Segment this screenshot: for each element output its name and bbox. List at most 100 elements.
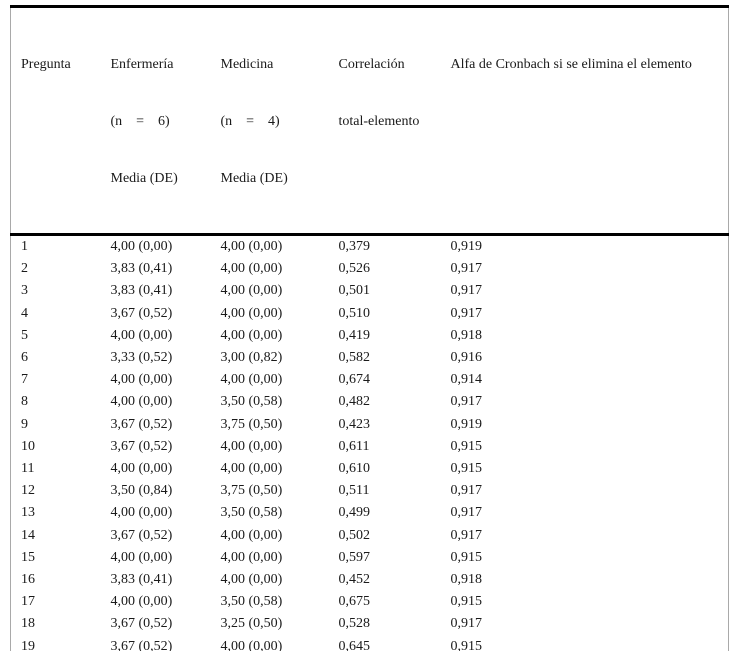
table-cell: 0,645: [338, 638, 371, 651]
table-cell: 0,597: [338, 549, 371, 565]
table-cell: 3,75 (0,50): [220, 416, 283, 432]
table-cell: 0,915: [450, 549, 483, 565]
table-cell: 3: [21, 283, 28, 299]
table-cell: 4,00 (0,00): [220, 438, 283, 454]
table-cell: 11: [21, 461, 35, 477]
table-row: 7 4,00 (0,00) 4,00 (0,00) 0,674 0,914: [11, 369, 729, 391]
table-body: 1 4,00 (0,00) 4,00 (0,00) 0,379 0,919 2 3,83 (…: [11, 235, 729, 651]
table-cell: 3,25 (0,50): [220, 616, 283, 632]
table-row: 11 4,00 (0,00) 4,00 (0,00) 0,610 0,915: [11, 458, 729, 480]
table-cell: 0,419: [338, 327, 371, 343]
table-row: 3 3,83 (0,41) 4,00 (0,00) 0,501 0,917: [11, 280, 729, 302]
table-cell: 4,00 (0,00): [220, 372, 283, 388]
table-cell: 0,610: [338, 461, 371, 477]
table-cell: 3,67 (0,52): [110, 438, 173, 454]
table-cell: 0,526: [338, 261, 371, 277]
table-cell: 0,511: [338, 483, 370, 499]
table-row: 17 4,00 (0,00) 3,50 (0,58) 0,675 0,915: [11, 591, 729, 613]
table-cell: 4,00 (0,00): [220, 549, 283, 565]
table-row: 16 3,83 (0,41) 4,00 (0,00) 0,452 0,918: [11, 569, 729, 591]
cronbach-alpha-table: Pregunta Enfermería (n = 6) Media (DE) M…: [10, 5, 729, 651]
table-cell: 4,00 (0,00): [220, 327, 283, 343]
col-header-pregunta: Pregunta: [10, 6, 101, 236]
table-cell: 5: [21, 327, 28, 343]
table-cell: 4,00 (0,00): [220, 527, 283, 543]
table-row: 12 3,50 (0,84) 3,75 (0,50) 0,511 0,917: [11, 480, 729, 502]
table-cell: 0,501: [338, 283, 371, 299]
table-cell: 0,510: [338, 305, 371, 321]
header-line: Medicina: [220, 57, 274, 72]
table-cell: 3,83 (0,41): [110, 261, 173, 277]
table-cell: 0,917: [450, 261, 483, 277]
table-cell: 12: [21, 483, 35, 499]
table-cell: 3,67 (0,52): [110, 305, 173, 321]
table-cell: 4,00 (0,00): [110, 239, 173, 254]
table-cell: 16: [21, 572, 35, 588]
table-cell: 3,50 (0,58): [220, 394, 283, 410]
table-cell: 2: [21, 261, 28, 277]
table-cell: 4,00 (0,00): [220, 261, 283, 277]
table-cell: 6: [21, 350, 28, 366]
table-cell: 0,917: [450, 305, 483, 321]
table-cell: 0,915: [450, 461, 483, 477]
table-cell: 3,33 (0,52): [110, 350, 173, 366]
table-cell: 4,00 (0,00): [220, 638, 283, 651]
table-cell: 3,83 (0,41): [110, 283, 173, 299]
table-cell: 3,67 (0,52): [110, 416, 173, 432]
table-cell: 4,00 (0,00): [110, 461, 173, 477]
table-cell: 0,917: [450, 283, 483, 299]
table-cell: 0,919: [450, 416, 483, 432]
table-cell: 4,00 (0,00): [110, 594, 173, 610]
table-cell: 4,00 (0,00): [220, 461, 283, 477]
table-cell: 3,67 (0,52): [110, 616, 173, 632]
table-row: 1 4,00 (0,00) 4,00 (0,00) 0,379 0,919: [11, 235, 729, 259]
table-cell: 0,482: [338, 394, 371, 410]
header-line: Alfa de Cronbach si se elimina el elemen…: [450, 57, 692, 72]
table-cell: 4,00 (0,00): [220, 239, 283, 254]
table-cell: 4,00 (0,00): [110, 327, 173, 343]
table-cell: 3,83 (0,41): [110, 572, 173, 588]
table-cell: 4,00 (0,00): [110, 505, 173, 521]
table-cell: 3,67 (0,52): [110, 527, 173, 543]
table-row: 9 3,67 (0,52) 3,75 (0,50) 0,423 0,919: [11, 414, 729, 436]
table-cell: 4,00 (0,00): [110, 394, 173, 410]
table-cell: 0,452: [338, 572, 371, 588]
table-cell: 0,917: [450, 394, 483, 410]
header-line: Correlación: [338, 57, 405, 72]
table-cell: 3,50 (0,58): [220, 505, 283, 521]
col-header-correlacion: Correlación total-elemento: [328, 6, 441, 236]
header-line: total-elemento: [338, 114, 420, 129]
table-cell: 4,00 (0,00): [110, 372, 173, 388]
table-cell: 14: [21, 527, 35, 543]
table-cell: 7: [21, 372, 28, 388]
table-cell: 15: [21, 549, 35, 565]
table-cell: 0,528: [338, 616, 371, 632]
header-line: Enfermería: [110, 57, 174, 72]
table-cell: 0,582: [338, 350, 371, 366]
table-cell: 0,919: [450, 239, 483, 254]
table-row: 19 3,67 (0,52) 4,00 (0,00) 0,645 0,915: [11, 636, 729, 651]
header-line: (n = 6): [110, 114, 170, 129]
table-row: 5 4,00 (0,00) 4,00 (0,00) 0,419 0,918: [11, 325, 729, 347]
table-cell: 0,915: [450, 438, 483, 454]
table-cell: 0,499: [338, 505, 371, 521]
table-cell: 0,916: [450, 350, 483, 366]
table-row: 18 3,67 (0,52) 3,25 (0,50) 0,528 0,917: [11, 613, 729, 635]
table-row: 8 4,00 (0,00) 3,50 (0,58) 0,482 0,917: [11, 391, 729, 413]
table-cell: 0,675: [338, 594, 371, 610]
table-cell: 3,00 (0,82): [220, 350, 283, 366]
table-cell: 0,917: [450, 483, 483, 499]
table-cell: 4: [21, 305, 28, 321]
table-cell: 0,915: [450, 594, 483, 610]
table-cell: 4,00 (0,00): [220, 572, 283, 588]
header-row: Pregunta Enfermería (n = 6) Media (DE) M…: [10, 6, 729, 236]
table-cell: 3,50 (0,58): [220, 594, 283, 610]
table-row: 2 3,83 (0,41) 4,00 (0,00) 0,526 0,917: [11, 258, 729, 280]
col-header-alfa-cronbach: Alfa de Cronbach si se elimina el elemen…: [440, 6, 729, 236]
table-cell: 4,00 (0,00): [110, 549, 173, 565]
table-row: 10 3,67 (0,52) 4,00 (0,00) 0,611 0,915: [11, 436, 729, 458]
table-cell: 8: [21, 394, 28, 410]
table-cell: 17: [21, 594, 35, 610]
table-cell: 0,611: [338, 438, 370, 454]
